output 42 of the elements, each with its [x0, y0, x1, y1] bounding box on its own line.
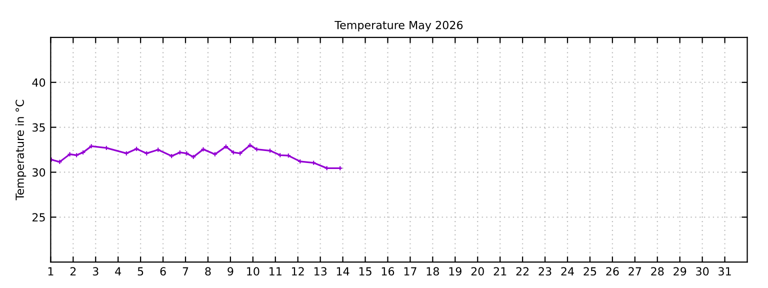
x-tick-label: 4	[115, 267, 122, 276]
x-tick-label: 7	[182, 267, 188, 276]
x-tick-label: 24	[561, 267, 574, 276]
x-tick-label: 11	[270, 267, 282, 276]
x-tick-label: 21	[494, 267, 506, 276]
y-tick-label: 25	[32, 213, 45, 222]
x-tick-label: 27	[628, 267, 642, 276]
x-tick-label: 19	[449, 267, 462, 276]
chart-title: Temperature May 2026	[334, 20, 463, 32]
x-tick-label: 23	[538, 267, 552, 276]
x-tick-label: 20	[471, 267, 484, 276]
x-tick-label: 31	[718, 267, 731, 276]
x-tick-label: 12	[292, 267, 304, 276]
y-tick-label: 35	[32, 123, 45, 132]
x-tick-label: 8	[205, 267, 211, 276]
x-tick-label: 13	[314, 267, 327, 276]
x-tick-label: 16	[382, 267, 394, 276]
x-tick-label: 22	[516, 267, 529, 276]
x-tick-label: 25	[584, 267, 596, 276]
point	[67, 152, 72, 157]
x-tick-label: 29	[674, 267, 686, 276]
point	[200, 146, 206, 152]
x-tick-label: 28	[651, 267, 664, 276]
x-tick-label: 5	[138, 267, 144, 276]
y-axis-title: Temperature in °C	[15, 100, 26, 200]
x-tick-label: 18	[426, 267, 439, 276]
x-tick-label: 2	[70, 267, 76, 276]
x-tick-label: 1	[48, 267, 54, 276]
x-tick-label: 15	[359, 267, 372, 276]
x-tick-label: 26	[606, 267, 619, 276]
x-tick-label: 10	[247, 267, 260, 276]
y-tick-label: 30	[32, 168, 46, 177]
x-tick-label: 9	[228, 267, 234, 276]
x-tick-label: 6	[160, 267, 166, 276]
x-tick-label: 14	[336, 267, 350, 276]
point	[247, 142, 253, 148]
point	[254, 146, 260, 152]
x-tick-label: 3	[92, 267, 98, 276]
x-tick-label: 30	[696, 267, 709, 276]
x-tick-label: 17	[404, 267, 416, 276]
point	[212, 152, 218, 157]
y-tick-label: 40	[32, 78, 46, 87]
